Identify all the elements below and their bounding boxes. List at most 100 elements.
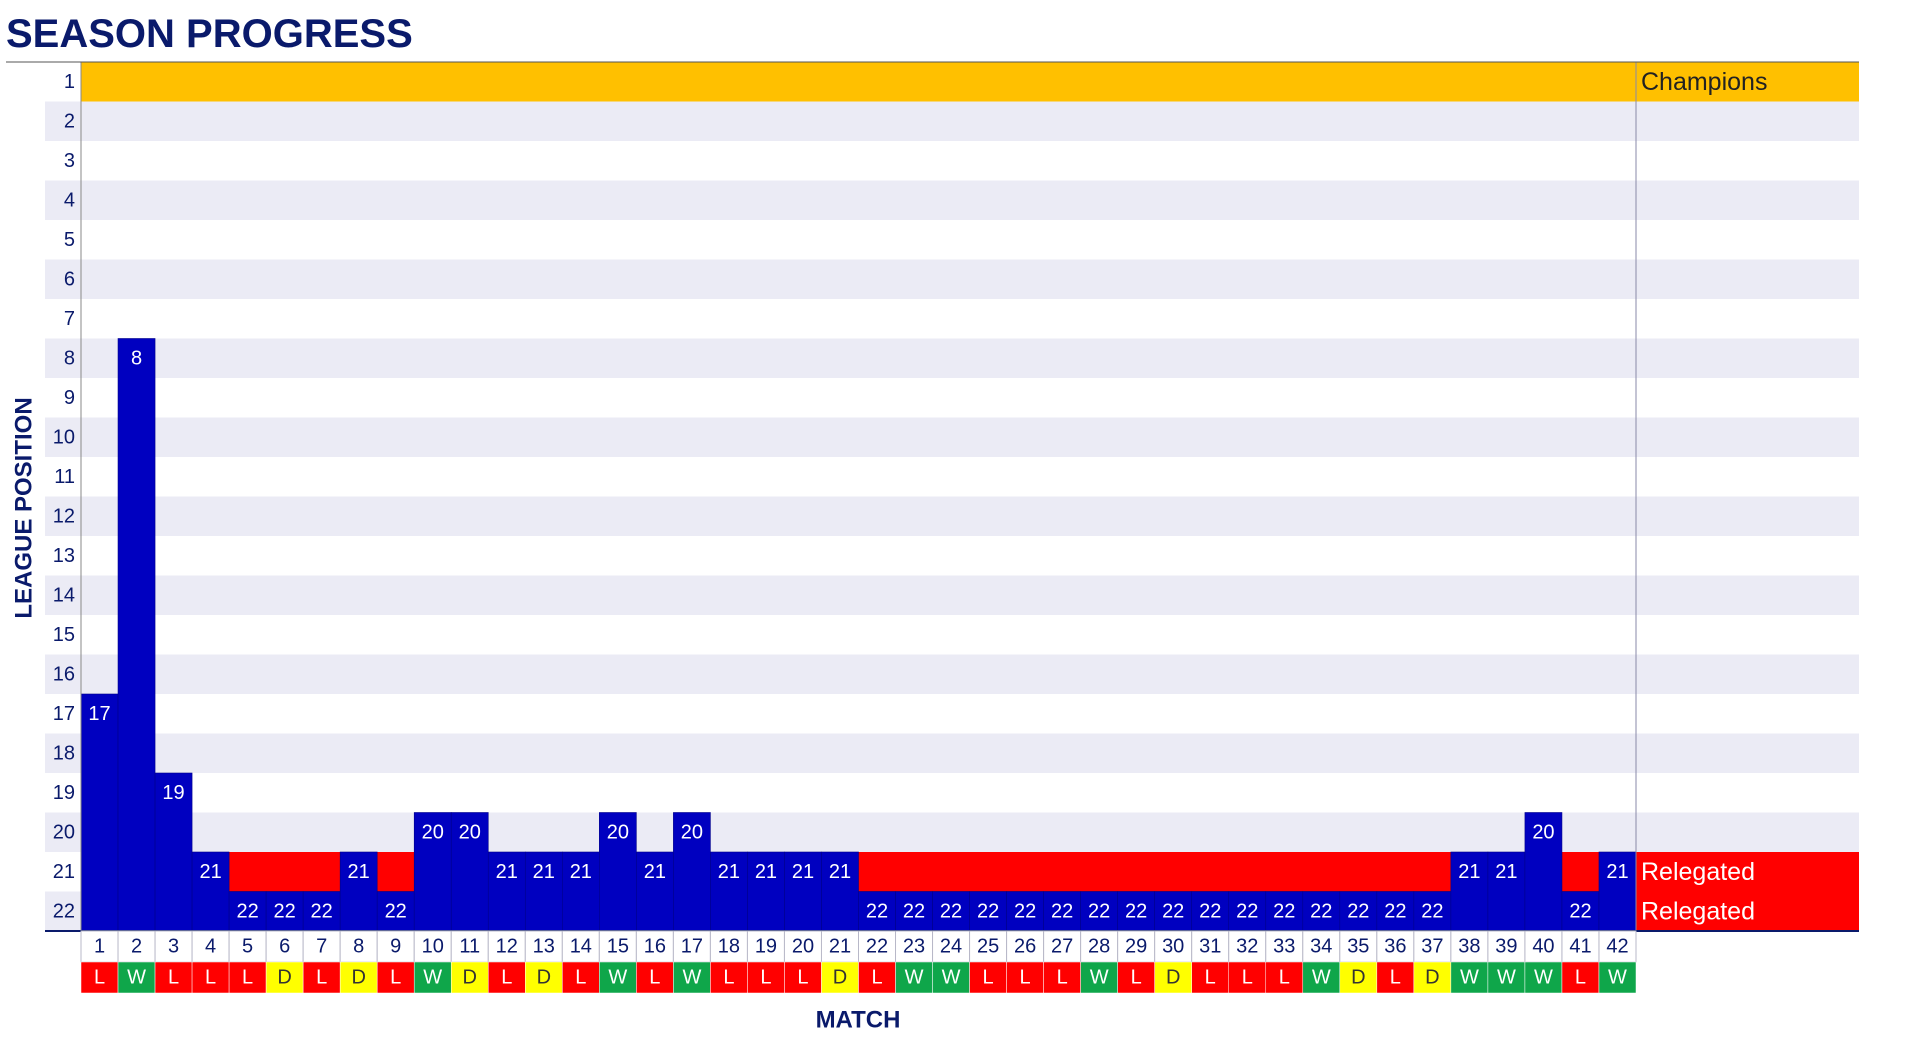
data-label: 22 <box>1162 900 1184 922</box>
x-tick-label: 15 <box>607 936 629 958</box>
y-tick-label: 5 <box>64 229 75 251</box>
bar <box>710 851 748 932</box>
result-label: L <box>390 967 401 989</box>
bar <box>339 851 378 932</box>
x-tick-label: 21 <box>829 936 851 958</box>
data-label: 20 <box>1532 821 1554 843</box>
result-label: L <box>760 967 771 989</box>
result-cell <box>599 961 637 994</box>
result-cell <box>80 961 119 994</box>
data-label: 21 <box>644 861 666 883</box>
grid-band <box>45 733 1859 773</box>
x-tick-label: 2 <box>131 936 142 958</box>
x-tick-label: 22 <box>866 936 888 958</box>
data-label: 22 <box>1199 900 1221 922</box>
zone-label: Relegated <box>1641 897 1755 925</box>
x-tick-label: 26 <box>1014 936 1036 958</box>
data-label: 21 <box>348 861 370 883</box>
data-label: 22 <box>1051 900 1073 922</box>
x-tick-label: 24 <box>940 936 962 958</box>
result-label: L <box>205 967 216 989</box>
bar <box>636 851 674 932</box>
x-tick-label: 38 <box>1458 936 1480 958</box>
bar <box>1339 891 1378 932</box>
y-tick-label: 11 <box>54 466 75 488</box>
x-tick-label: 20 <box>792 936 814 958</box>
bar <box>599 812 637 932</box>
y-tick-label: 12 <box>53 505 75 527</box>
y-tick-label: 8 <box>64 347 75 369</box>
grid-band <box>45 496 1859 536</box>
y-tick-label: 17 <box>53 703 75 725</box>
result-cell <box>636 961 674 994</box>
match-cell <box>672 930 711 963</box>
y-tick-label: 3 <box>64 150 75 172</box>
result-cell <box>1080 961 1118 994</box>
data-label: 22 <box>866 900 888 922</box>
bar <box>413 812 452 932</box>
result-label: L <box>94 967 105 989</box>
data-label: 20 <box>459 821 481 843</box>
match-cell <box>1598 930 1637 963</box>
zone-label: Champions <box>1641 68 1767 96</box>
result-label: L <box>316 967 327 989</box>
x-tick-label: 11 <box>459 936 480 958</box>
bar <box>117 338 156 932</box>
x-tick-label: 14 <box>570 936 592 958</box>
bar <box>969 891 1007 932</box>
x-tick-label: 25 <box>977 936 999 958</box>
x-tick-label: 10 <box>422 936 444 958</box>
bar <box>524 851 563 932</box>
x-tick-label: 29 <box>1125 936 1147 958</box>
bar <box>1524 812 1563 932</box>
data-label: 21 <box>199 861 221 883</box>
bar <box>932 891 970 932</box>
zone-band <box>81 62 1859 102</box>
y-tick-label: 10 <box>53 426 75 448</box>
match-cell <box>895 930 934 963</box>
result-cell <box>488 961 526 994</box>
data-label: 19 <box>162 782 184 804</box>
bar <box>1376 891 1415 932</box>
match-cell <box>524 930 563 963</box>
result-label: L <box>1131 967 1142 989</box>
y-tick-label: 22 <box>53 900 75 922</box>
x-tick-label: 31 <box>1199 936 1221 958</box>
result-label: D <box>1166 967 1180 989</box>
result-label: D <box>833 967 847 989</box>
x-tick-label: 5 <box>242 936 253 958</box>
x-tick-label: 36 <box>1384 936 1406 958</box>
match-cell <box>1413 930 1452 963</box>
data-label: 20 <box>607 821 629 843</box>
x-tick-label: 8 <box>353 936 364 958</box>
bar <box>1117 891 1155 932</box>
data-label: 22 <box>1273 900 1295 922</box>
data-label: 21 <box>755 861 777 883</box>
x-tick-label: 30 <box>1162 936 1184 958</box>
result-cell <box>1487 961 1526 994</box>
data-label: 17 <box>88 703 110 725</box>
result-label: W <box>127 967 146 989</box>
y-tick-label: 21 <box>53 861 75 883</box>
result-cell <box>784 961 822 994</box>
data-label: 21 <box>1606 861 1628 883</box>
y-tick-label: 20 <box>53 821 75 843</box>
y-tick-label: 16 <box>53 663 75 685</box>
data-label: 21 <box>792 861 814 883</box>
y-tick-label: 9 <box>64 387 75 409</box>
data-label: 21 <box>829 861 851 883</box>
match-cell <box>1154 930 1193 963</box>
data-label: 22 <box>1236 900 1258 922</box>
x-tick-label: 39 <box>1495 936 1517 958</box>
y-tick-label: 6 <box>64 268 75 290</box>
data-label: 21 <box>1495 861 1517 883</box>
data-label: 22 <box>236 900 258 922</box>
result-cell <box>1450 961 1489 994</box>
x-tick-label: 42 <box>1606 936 1628 958</box>
match-cell <box>1265 930 1304 963</box>
data-label: 20 <box>422 821 444 843</box>
result-label: W <box>942 967 961 989</box>
x-tick-label: 33 <box>1273 936 1295 958</box>
data-label: 21 <box>570 861 592 883</box>
result-cell <box>1154 961 1192 994</box>
